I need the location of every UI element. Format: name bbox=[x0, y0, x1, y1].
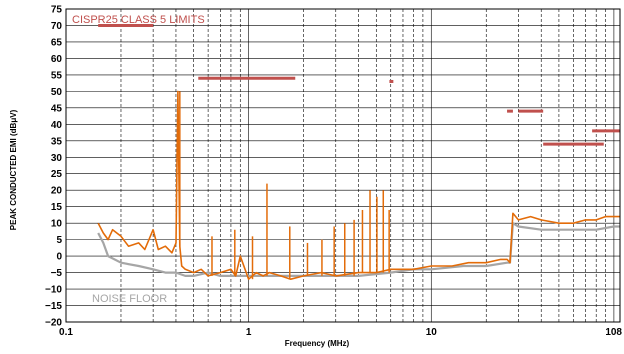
y-tick-label: −15 bbox=[45, 301, 62, 312]
y-tick-label: 75 bbox=[51, 5, 63, 16]
x-tick-label: 10 bbox=[426, 327, 438, 338]
series-lines bbox=[97, 90, 620, 281]
y-tick-label: 10 bbox=[51, 219, 63, 230]
y-tick-label: 40 bbox=[51, 120, 63, 131]
y-tick-label: 65 bbox=[51, 37, 63, 48]
spur-lines bbox=[179, 91, 390, 280]
y-tick-label: 20 bbox=[51, 186, 63, 197]
y-tick-label: 15 bbox=[51, 202, 63, 213]
x-tick-label: 1 bbox=[246, 327, 252, 338]
y-tick-label: 45 bbox=[51, 103, 63, 114]
y-axis-title: PEAK CONDUCTED EMI (dBμV) bbox=[9, 109, 18, 230]
x-tick-label: 108 bbox=[605, 327, 622, 338]
x-tick-label: 0.1 bbox=[59, 327, 73, 338]
plot-frame bbox=[65, 8, 621, 323]
y-tick-label: 5 bbox=[56, 235, 62, 246]
y-tick-label: 55 bbox=[51, 70, 63, 81]
y-tick-label: −10 bbox=[45, 285, 62, 296]
y-tick-label: 60 bbox=[51, 54, 63, 65]
y-tick-label: 0 bbox=[56, 252, 62, 263]
y-tick-label: 25 bbox=[51, 169, 63, 180]
y-tick-label: 50 bbox=[51, 87, 63, 98]
x-axis-title: Frequency (MHz) bbox=[285, 339, 350, 348]
limits-annotation: CISPR25 CLASS 5 LIMITS bbox=[72, 14, 205, 26]
y-tick-label: −20 bbox=[45, 318, 62, 329]
y-tick-label: −5 bbox=[51, 268, 63, 279]
noise-floor-annotation: NOISE FLOOR bbox=[92, 293, 167, 305]
x-tick-labels: 0.1 1 10 108 bbox=[59, 327, 622, 338]
y-tick-label: 30 bbox=[51, 153, 63, 164]
y-tick-labels: 757065605550454035302520151050−5−10−15−2… bbox=[45, 5, 62, 329]
y-tick-label: 70 bbox=[51, 21, 63, 32]
limit-lines bbox=[98, 23, 620, 146]
y-tick-label: 35 bbox=[51, 136, 63, 147]
emi-series-line bbox=[97, 90, 620, 281]
